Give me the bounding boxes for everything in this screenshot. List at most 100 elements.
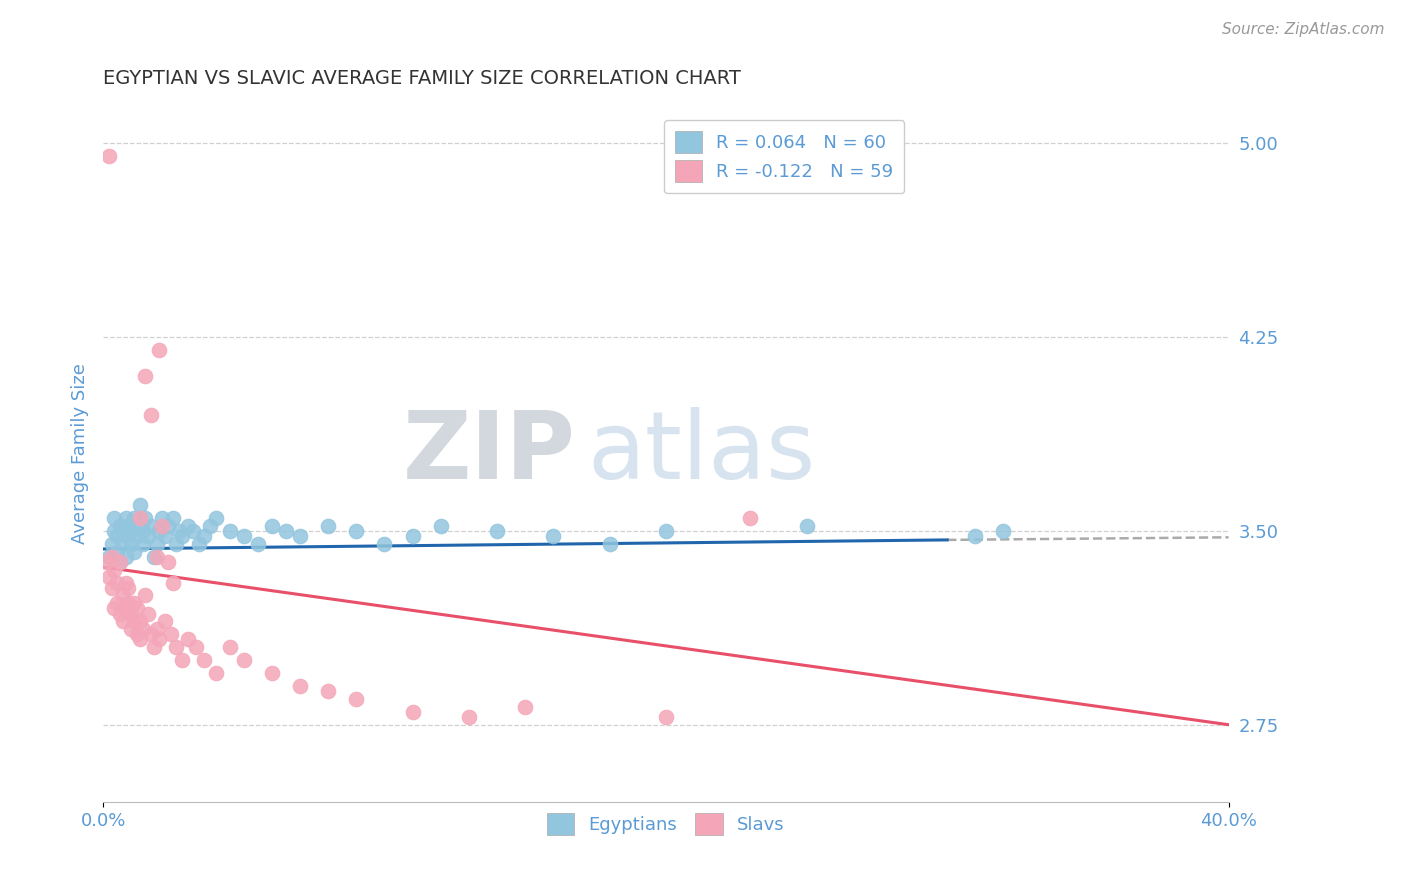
Point <box>288 529 311 543</box>
Point <box>232 529 254 543</box>
Legend: Egyptians, Slavs: Egyptians, Slavs <box>540 805 792 842</box>
Point <box>108 555 131 569</box>
Point <box>131 622 153 636</box>
Point <box>218 640 240 655</box>
Point <box>103 511 125 525</box>
Point <box>125 529 148 543</box>
Point <box>145 549 167 564</box>
Point <box>162 575 184 590</box>
Point <box>486 524 509 538</box>
Point <box>142 549 165 564</box>
Point <box>125 518 148 533</box>
Point <box>274 524 297 538</box>
Point <box>139 518 162 533</box>
Point <box>170 653 193 667</box>
Point <box>139 408 162 422</box>
Point <box>153 529 176 543</box>
Point <box>125 627 148 641</box>
Text: EGYPTIAN VS SLAVIC AVERAGE FAMILY SIZE CORRELATION CHART: EGYPTIAN VS SLAVIC AVERAGE FAMILY SIZE C… <box>103 69 741 87</box>
Point <box>103 563 125 577</box>
Point <box>176 518 198 533</box>
Point <box>429 518 451 533</box>
Point <box>401 705 423 719</box>
Point <box>655 524 678 538</box>
Point <box>120 524 142 538</box>
Point <box>122 596 145 610</box>
Point <box>181 524 204 538</box>
Point <box>122 544 145 558</box>
Point <box>344 524 367 538</box>
Point <box>94 555 117 569</box>
Point <box>288 679 311 693</box>
Point <box>134 589 156 603</box>
Point <box>153 615 176 629</box>
Point <box>120 607 142 621</box>
Point <box>131 524 153 538</box>
Point <box>993 524 1015 538</box>
Text: ZIP: ZIP <box>404 408 576 500</box>
Point <box>111 615 134 629</box>
Point <box>316 518 339 533</box>
Point <box>159 627 181 641</box>
Point <box>165 537 187 551</box>
Point <box>128 632 150 647</box>
Point <box>128 511 150 525</box>
Point <box>145 537 167 551</box>
Point <box>655 710 678 724</box>
Point <box>198 518 221 533</box>
Point <box>184 640 207 655</box>
Point <box>111 589 134 603</box>
Point <box>108 607 131 621</box>
Point <box>122 615 145 629</box>
Point <box>145 622 167 636</box>
Point <box>599 537 621 551</box>
Point <box>148 524 170 538</box>
Point <box>150 518 173 533</box>
Point <box>543 529 565 543</box>
Point <box>111 537 134 551</box>
Point <box>105 544 128 558</box>
Point <box>100 549 122 564</box>
Point <box>105 596 128 610</box>
Point <box>965 529 987 543</box>
Point <box>120 537 142 551</box>
Point <box>103 601 125 615</box>
Point <box>114 511 136 525</box>
Point <box>796 518 818 533</box>
Point <box>218 524 240 538</box>
Point <box>103 524 125 538</box>
Point <box>136 529 159 543</box>
Point <box>148 632 170 647</box>
Point <box>97 549 120 564</box>
Point <box>187 537 209 551</box>
Y-axis label: Average Family Size: Average Family Size <box>72 363 89 544</box>
Point <box>134 511 156 525</box>
Text: atlas: atlas <box>588 408 815 500</box>
Point <box>120 622 142 636</box>
Point <box>204 511 226 525</box>
Point <box>128 498 150 512</box>
Point <box>373 537 395 551</box>
Point <box>170 529 193 543</box>
Point <box>114 575 136 590</box>
Point <box>232 653 254 667</box>
Point <box>105 575 128 590</box>
Point <box>457 710 479 724</box>
Point <box>162 511 184 525</box>
Point <box>148 343 170 357</box>
Point <box>108 518 131 533</box>
Point <box>193 529 215 543</box>
Point <box>401 529 423 543</box>
Point <box>740 511 762 525</box>
Point <box>515 699 537 714</box>
Point <box>114 549 136 564</box>
Point <box>114 601 136 615</box>
Point <box>193 653 215 667</box>
Point <box>108 555 131 569</box>
Point <box>260 666 283 681</box>
Point <box>117 518 139 533</box>
Point <box>176 632 198 647</box>
Point <box>246 537 269 551</box>
Point <box>125 601 148 615</box>
Point <box>344 691 367 706</box>
